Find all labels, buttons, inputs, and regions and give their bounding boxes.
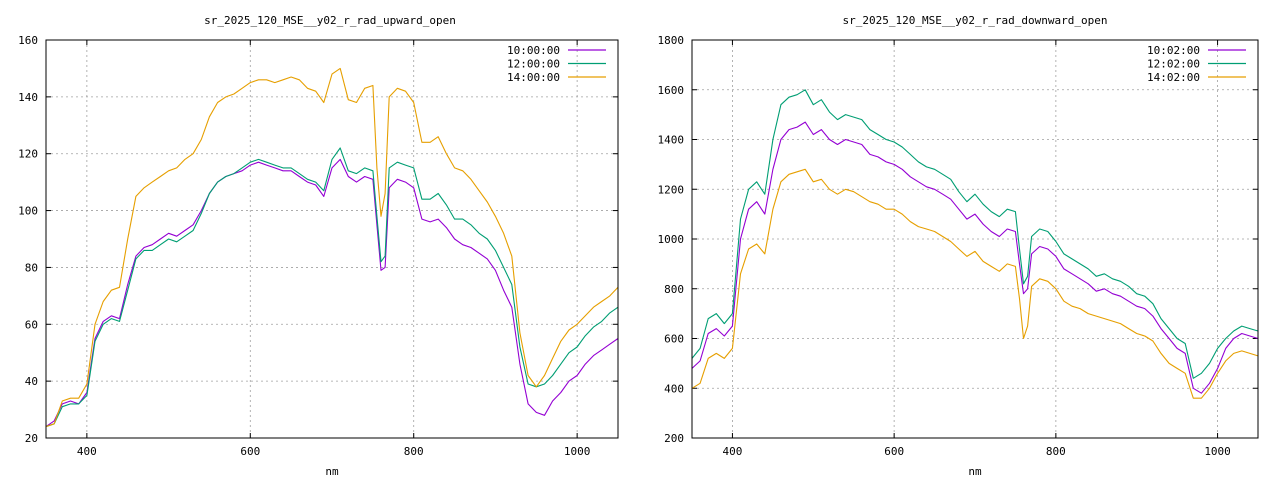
x-axis-label: nm [325,465,339,478]
x-tick-label: 400 [722,445,742,458]
series-line-10-02-00 [691,121,1259,394]
x-tick-label: 800 [1046,445,1066,458]
y-tick-label: 1800 [658,34,685,47]
series-line-14-02-00 [691,168,1259,399]
y-tick-label: 200 [664,432,684,445]
y-tick-label: 1400 [658,134,685,147]
x-tick-label: 1000 [1204,445,1231,458]
x-tick-label: 600 [240,445,260,458]
y-tick-label: 600 [664,333,684,346]
series-line-14-00-00 [45,67,619,428]
y-tick-label: 1200 [658,183,685,196]
y-tick-label: 800 [664,283,684,296]
legend-label: 10:02:00 [1147,44,1200,57]
series-line-10-00-00 [45,158,619,428]
legend-label: 12:02:00 [1147,58,1200,71]
chart-title: sr_2025_120_MSE__y02_r_rad_downward_open [843,14,1108,27]
plot-frame [691,39,1259,439]
y-tick-label: 140 [18,91,38,104]
chart-panel-upward: sr_2025_120_MSE__y02_r_rad_upward_open 40… [18,14,619,478]
y-tick-label: 40 [25,375,38,388]
x-tick-label: 1000 [564,445,591,458]
y-tick-label: 160 [18,34,38,47]
x-tick-label: 800 [404,445,424,458]
x-axis-label: nm [968,465,982,478]
legend-label: 14:02:00 [1147,71,1200,84]
y-tick-label: 20 [25,432,38,445]
x-tick-label: 600 [884,445,904,458]
legend-label: 10:00:00 [507,44,560,57]
series-line-12-02-00 [691,89,1259,379]
y-tick-label: 1000 [658,233,685,246]
y-tick-label: 80 [25,261,38,274]
y-tick-label: 60 [25,318,38,331]
x-tick-label: 400 [77,445,97,458]
legend-label: 14:00:00 [507,71,560,84]
y-tick-label: 400 [664,382,684,395]
chart-title: sr_2025_120_MSE__y02_r_rad_upward_open [204,14,456,27]
y-tick-label: 120 [18,148,38,161]
y-tick-label: 100 [18,205,38,218]
y-tick-label: 1600 [658,84,685,97]
legend-label: 12:00:00 [507,58,560,71]
chart-panel-downward: sr_2025_120_MSE__y02_r_rad_downward_open… [658,14,1259,478]
plot-frame [45,39,619,439]
series-line-12-00-00 [45,147,619,428]
